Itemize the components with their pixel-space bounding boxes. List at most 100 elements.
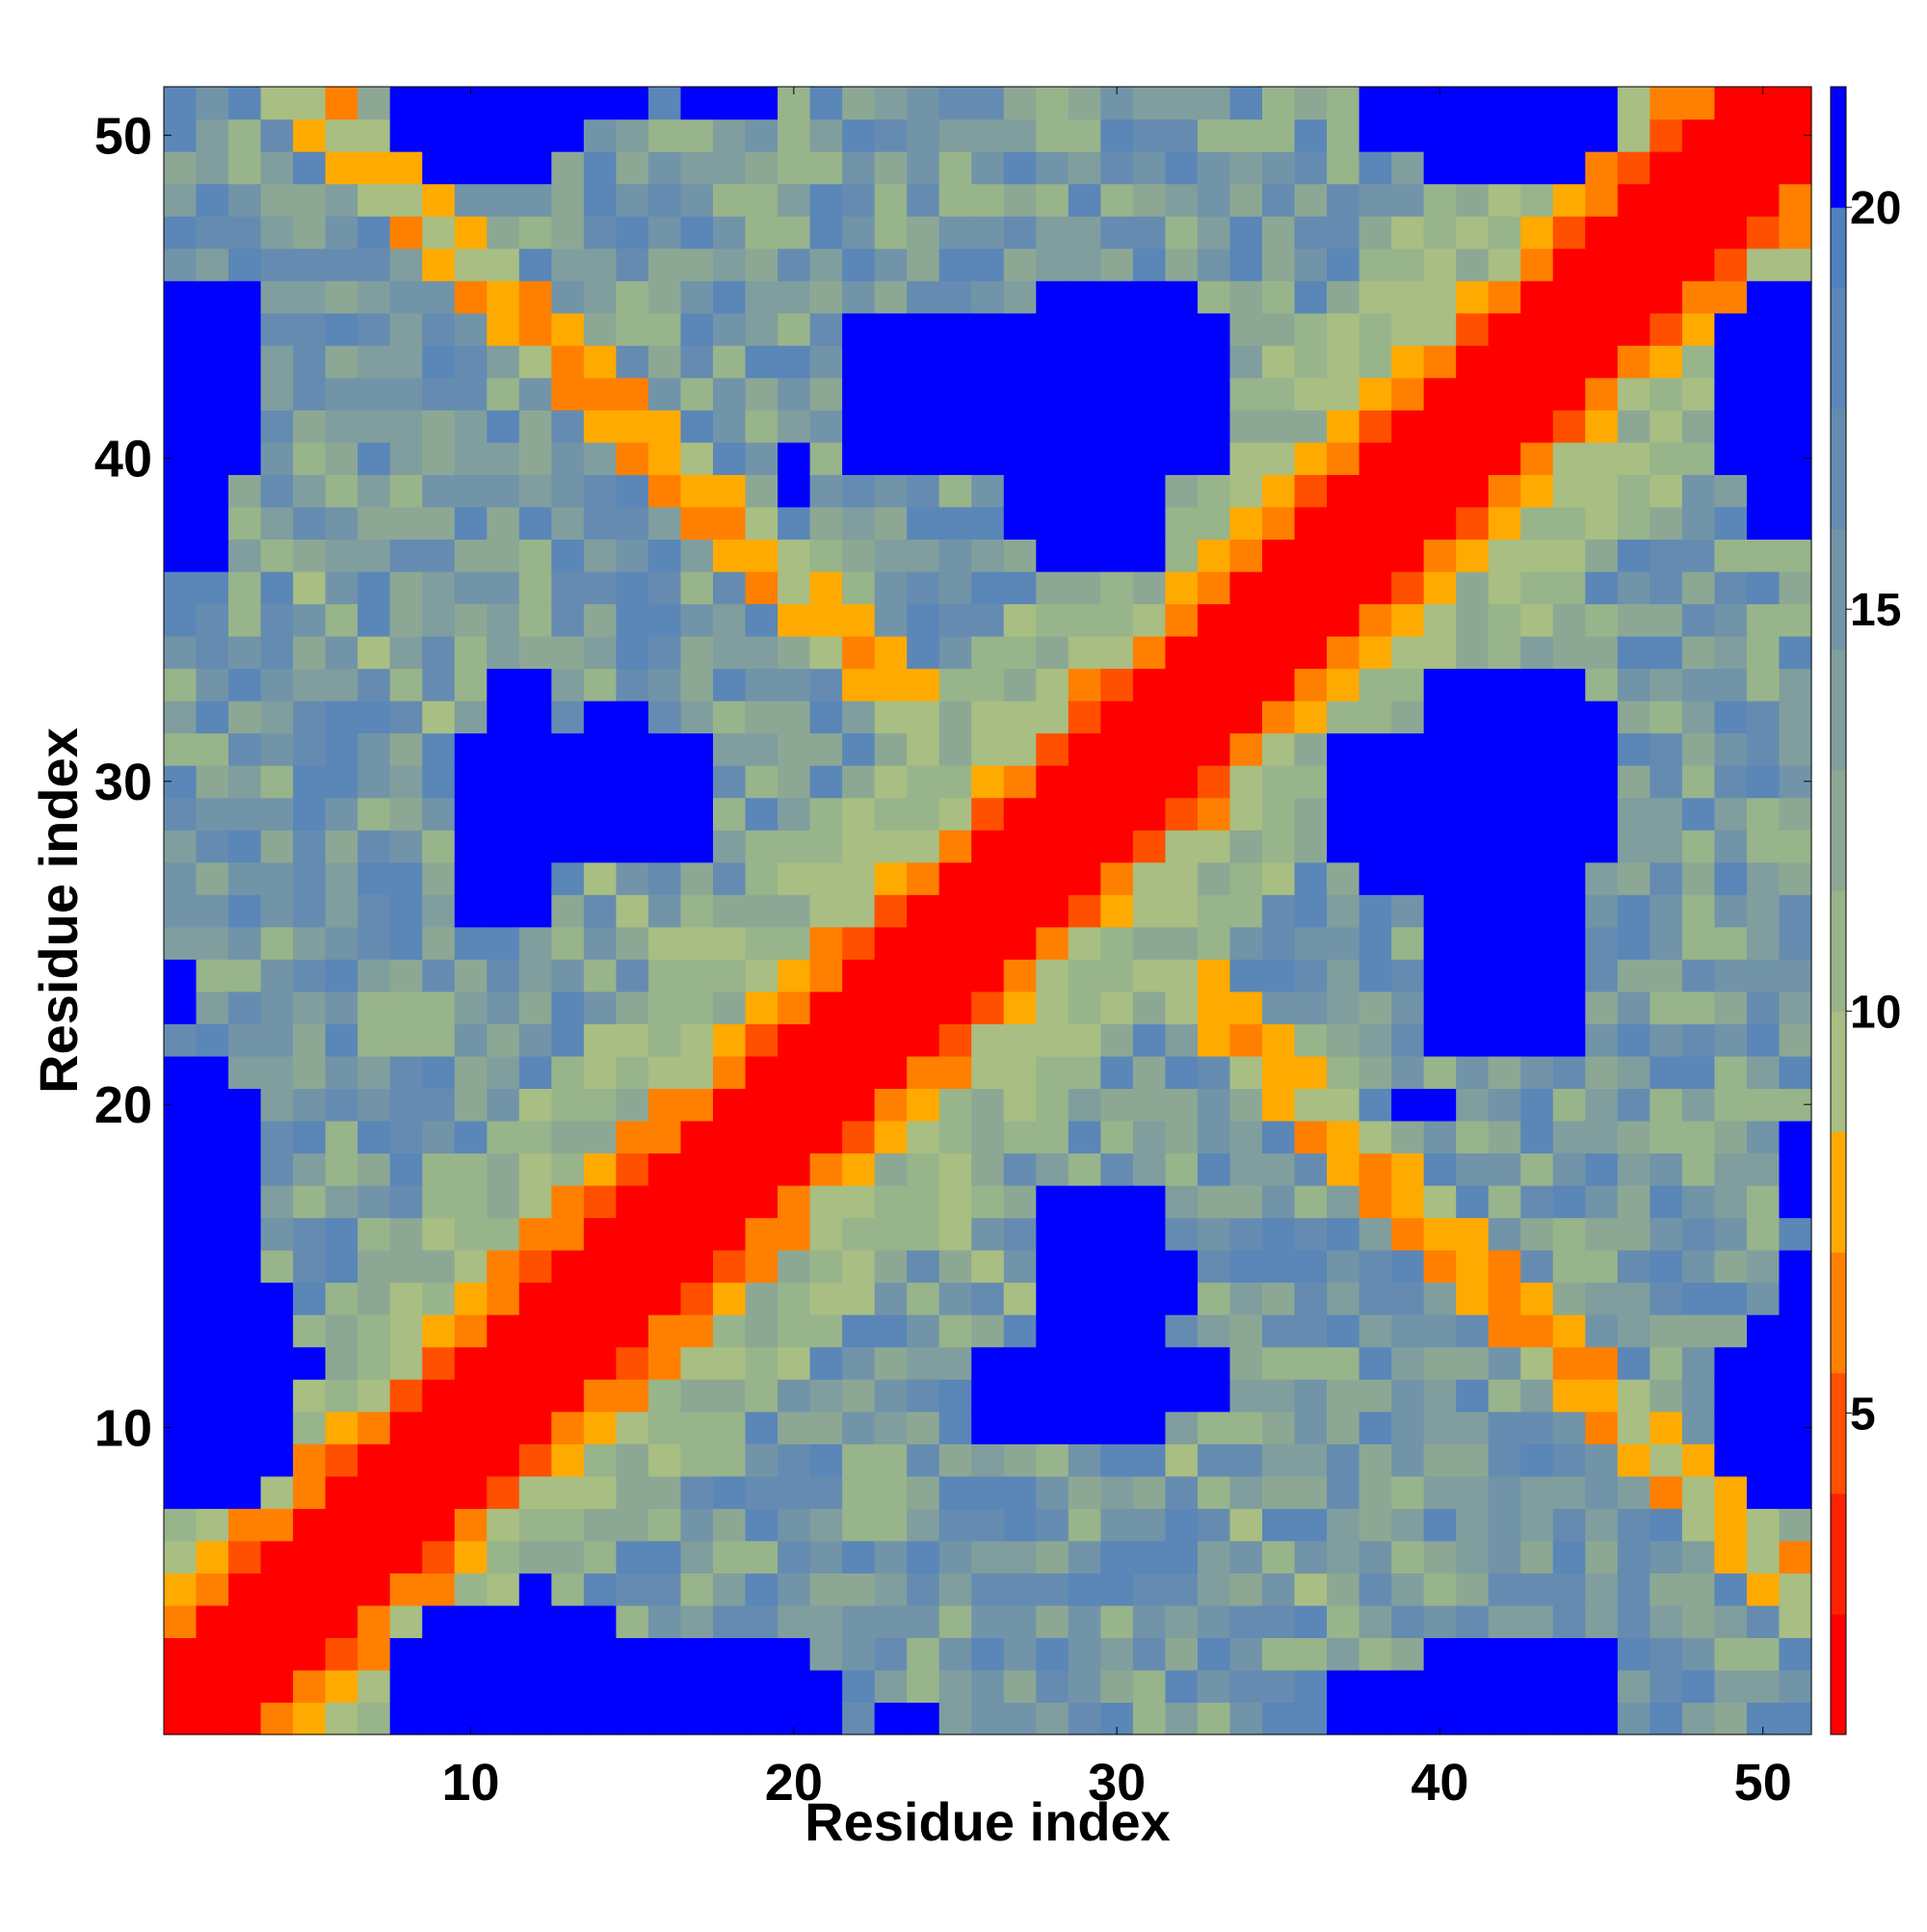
y-tick-label: 30 [94, 754, 152, 811]
colorbar-segment [1831, 1011, 1846, 1132]
heatmap-cell [1165, 1379, 1199, 1413]
heatmap-cell [1681, 1637, 1716, 1671]
heatmap-cell [357, 732, 391, 766]
heatmap-cell [907, 151, 940, 185]
heatmap-cell [778, 991, 811, 1024]
heatmap-cell [647, 280, 682, 314]
heatmap-cell [1617, 636, 1650, 670]
heatmap-cell [389, 248, 423, 281]
heatmap-cell [1229, 1282, 1263, 1315]
heatmap-cell [583, 441, 618, 475]
heatmap-cell [616, 701, 649, 734]
heatmap-cell [1003, 441, 1037, 475]
heatmap-cell [487, 797, 520, 831]
heatmap-cell [1488, 830, 1521, 863]
heatmap-cell [228, 345, 262, 379]
heatmap-cell [1391, 539, 1425, 572]
heatmap-cell [1520, 797, 1554, 831]
heatmap-cell [551, 765, 585, 799]
heatmap-cell [1068, 410, 1101, 443]
heatmap-cell [551, 1088, 585, 1122]
heatmap-cell [680, 830, 714, 863]
heatmap-cell [357, 1185, 391, 1219]
heatmap-cell [907, 1217, 940, 1251]
heatmap-cell [583, 894, 618, 928]
heatmap-cell [196, 216, 229, 250]
heatmap-cell [971, 1055, 1005, 1090]
heatmap-cell [1488, 1217, 1521, 1251]
heatmap-cell [196, 701, 229, 734]
heatmap-cell [357, 1443, 391, 1477]
heatmap-cell [164, 216, 198, 250]
heatmap-cell [551, 797, 585, 831]
heatmap-cell [1585, 119, 1619, 152]
heatmap-cell [357, 377, 391, 410]
heatmap-cell [422, 861, 456, 895]
heatmap-cell [583, 926, 618, 960]
heatmap-cell [422, 1443, 456, 1477]
heatmap-cell [357, 603, 391, 637]
heatmap-cell [616, 1217, 649, 1251]
heatmap-cell [874, 1379, 908, 1413]
heatmap-cell [647, 603, 682, 637]
heatmap-cell [518, 183, 552, 217]
heatmap-cell [1100, 1250, 1134, 1284]
heatmap-cell [454, 474, 488, 508]
heatmap-cell [1229, 539, 1263, 572]
heatmap-cell [809, 248, 843, 281]
heatmap-cell [1456, 1540, 1490, 1574]
heatmap-cell [1036, 797, 1069, 831]
heatmap-cell [938, 441, 972, 475]
heatmap-cell [1229, 1088, 1263, 1122]
heatmap-cell [518, 765, 552, 799]
heatmap-cell [1262, 474, 1296, 508]
heatmap-cell [1262, 1475, 1296, 1509]
heatmap-cell [874, 926, 908, 960]
heatmap-cell [1229, 1443, 1263, 1477]
heatmap-cell [422, 1508, 456, 1542]
heatmap-cell [293, 1282, 327, 1315]
heatmap-cell [1650, 1055, 1683, 1090]
heatmap-cell [164, 410, 198, 443]
heatmap-cell [228, 1088, 262, 1122]
heatmap-cell [389, 1637, 423, 1671]
colorbar-segment [1831, 1372, 1846, 1495]
heatmap-cell [228, 1346, 262, 1380]
heatmap-cell [842, 1443, 876, 1477]
colorbar-tick-label: 10 [1850, 987, 1901, 1038]
heatmap-cell [616, 959, 649, 992]
heatmap-cell [1617, 441, 1650, 475]
heatmap-cell [1359, 1250, 1392, 1284]
heatmap-cell [809, 1152, 843, 1186]
heatmap-cell [1681, 636, 1716, 670]
heatmap-cell [518, 1088, 552, 1122]
heatmap-cell [745, 1120, 779, 1154]
heatmap-cell [713, 312, 747, 346]
heatmap-cell [1197, 1604, 1231, 1639]
heatmap-cell [1068, 1540, 1101, 1574]
heatmap-cell [487, 926, 520, 960]
heatmap-cell [1100, 410, 1134, 443]
heatmap-cell [1617, 1573, 1650, 1606]
heatmap-cell [1327, 345, 1360, 379]
heatmap-cell [583, 1185, 618, 1219]
heatmap-cell [228, 1604, 262, 1639]
heatmap-cell [1003, 861, 1037, 895]
heatmap-cell [1197, 1669, 1231, 1704]
heatmap-cell [228, 312, 262, 346]
heatmap-cell [1456, 1282, 1490, 1315]
heatmap-cell [616, 1702, 649, 1735]
heatmap-cell [583, 506, 618, 541]
heatmap-cell [1456, 1669, 1490, 1704]
heatmap-cell [809, 410, 843, 443]
heatmap-cell [778, 1540, 811, 1574]
heatmap-cell [1359, 894, 1392, 928]
heatmap-cell [228, 87, 262, 120]
heatmap-cell [907, 1573, 940, 1606]
heatmap-cell [1779, 1120, 1812, 1154]
heatmap-cell [583, 603, 618, 637]
heatmap-cell [616, 1346, 649, 1380]
heatmap-cell [1068, 1604, 1101, 1639]
heatmap-cell [907, 1185, 940, 1219]
heatmap-cell [1585, 280, 1619, 314]
